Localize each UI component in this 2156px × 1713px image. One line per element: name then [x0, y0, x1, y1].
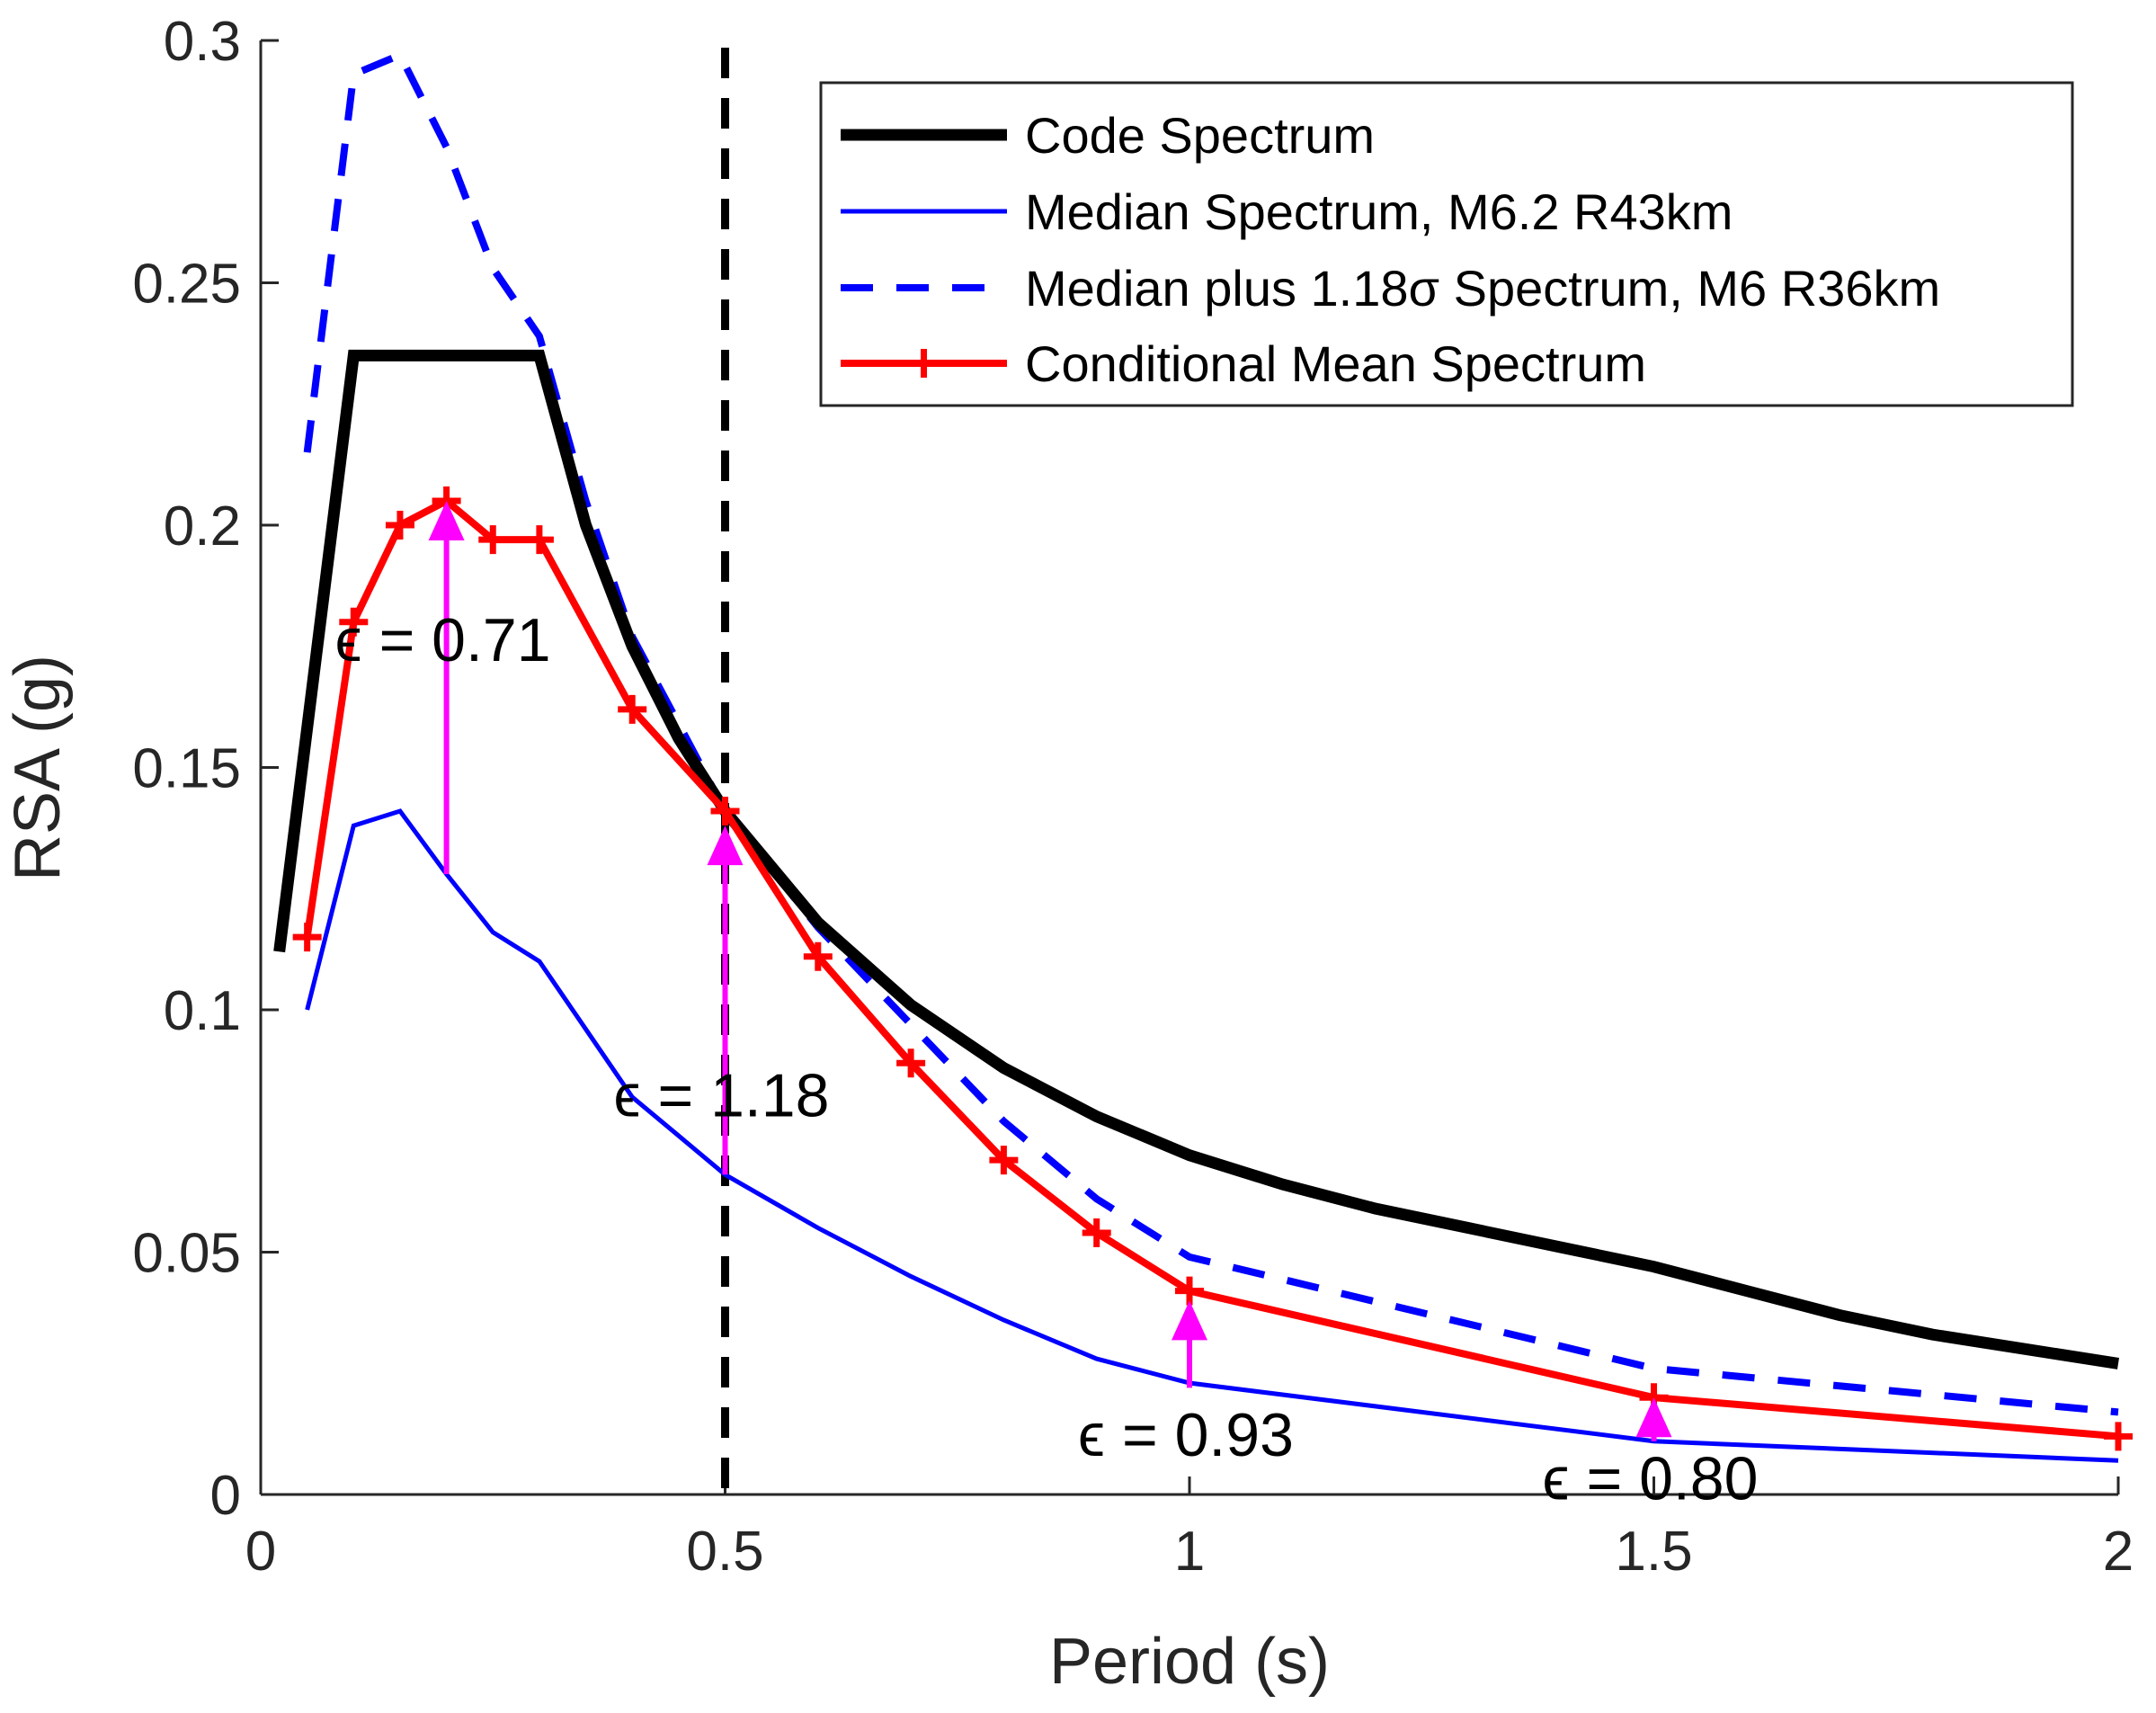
legend: Code Spectrum Median Spectrum, M6.2 R43km… — [819, 81, 2074, 407]
x-axis-label: Period (s) — [1049, 1626, 1330, 1698]
epsilon-label: ϵ = 1.18 — [614, 1062, 830, 1130]
series-line-1 — [305, 808, 2119, 1463]
cms-point-marker — [339, 607, 369, 637]
cms-point-marker — [1082, 1218, 1111, 1247]
legend-item: Median Spectrum, M6.2 R43km — [841, 183, 1733, 240]
epsilon-arrow — [428, 501, 465, 875]
cms-point-marker — [710, 797, 740, 826]
cms-point-marker — [478, 525, 508, 555]
epsilon-label-layer: ϵ = 0.71 ϵ = 1.18 ϵ = 0.93 ϵ = 0.80 — [335, 606, 1759, 1512]
series-line-2 — [303, 50, 2119, 1416]
y-tick-label: 0.25 — [132, 254, 241, 316]
epsilon-arrow — [1635, 1397, 1672, 1441]
cms-point-marker — [896, 1048, 926, 1078]
cms-point-marker — [803, 941, 833, 971]
epsilon-arrow — [1172, 1300, 1207, 1388]
x-tick-label: 0 — [245, 1521, 276, 1583]
epsilon-arrow-layer — [428, 501, 1672, 1441]
y-tick-label: 0.15 — [132, 738, 241, 800]
series-layer — [273, 50, 2133, 1463]
epsilon-arrow — [707, 825, 744, 1175]
y-tick-label: 0.1 — [164, 980, 241, 1042]
legend-label: Median Spectrum, M6.2 R43km — [1025, 183, 1733, 240]
epsilon-label: ϵ = 0.71 — [335, 606, 551, 674]
epsilon-label: ϵ = 0.80 — [1543, 1444, 1759, 1512]
x-tick-label: 0.5 — [686, 1521, 763, 1583]
legend-box — [819, 81, 2074, 407]
y-tick-label: 0 — [210, 1465, 241, 1527]
y-axis-label: RSA (g) — [2, 655, 74, 881]
epsilon-label: ϵ = 0.93 — [1078, 1401, 1294, 1469]
cms-point-marker — [2104, 1422, 2133, 1451]
x-tick-label: 1 — [1174, 1521, 1205, 1583]
y-tick-label: 0.3 — [164, 11, 241, 73]
x-tick-label: 1.5 — [1615, 1521, 1692, 1583]
legend-label: Conditional Mean Spectrum — [1025, 335, 1646, 392]
cms-point-marker — [1175, 1276, 1204, 1306]
cms-point-marker — [989, 1146, 1019, 1175]
legend-label: Code Spectrum — [1025, 107, 1375, 164]
cms-point-marker — [524, 525, 554, 555]
legend-item: Code Spectrum — [841, 107, 1375, 164]
y-tick-label: 0.2 — [164, 495, 241, 558]
y-tick-label: 0.05 — [132, 1223, 241, 1285]
legend-item: Conditional Mean Spectrum — [841, 335, 1646, 392]
legend-items: Code Spectrum Median Spectrum, M6.2 R43km… — [841, 107, 1940, 392]
cms-point-marker — [292, 923, 322, 952]
cms-point-marker — [385, 511, 414, 540]
x-tick-label: 2 — [2103, 1521, 2134, 1583]
legend-label: Median plus 1.18σ Spectrum, M6 R36km — [1025, 260, 1940, 317]
cms-point-marker — [618, 694, 647, 724]
legend-item: Median plus 1.18σ Spectrum, M6 R36km — [841, 260, 1940, 317]
ticks-layer: 0 0.5 1 1.5 2 0 0.05 0.1 0.15 0.2 0.25 0.3 — [132, 11, 2134, 1583]
series-line-0 — [273, 349, 2120, 1370]
